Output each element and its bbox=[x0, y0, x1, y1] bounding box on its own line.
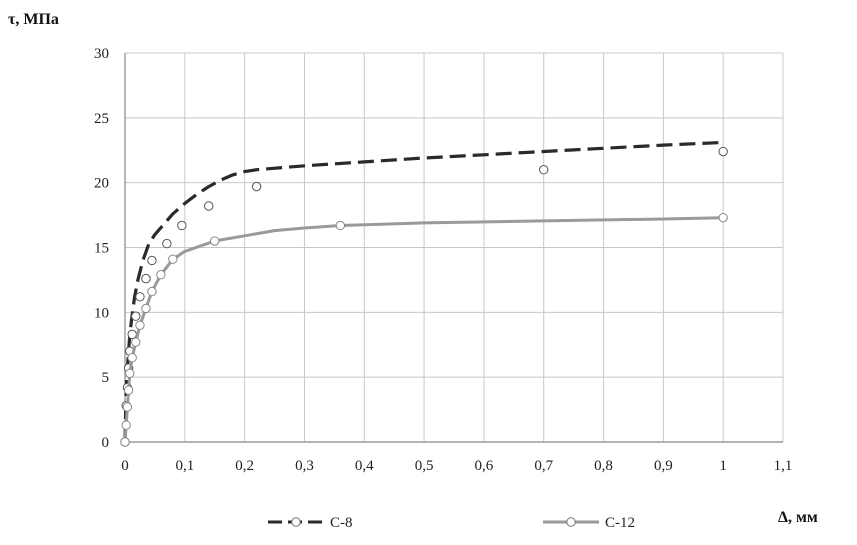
data-point bbox=[718, 146, 728, 157]
data-point bbox=[120, 437, 130, 447]
data-point bbox=[147, 255, 157, 266]
data-point bbox=[135, 292, 145, 302]
data-point bbox=[156, 270, 166, 280]
grid bbox=[124, 52, 784, 443]
data-point bbox=[141, 273, 151, 284]
data-point bbox=[123, 385, 134, 395]
x-axis-label: Δ, мм bbox=[778, 509, 818, 526]
legend: С-8 С-12 bbox=[268, 515, 635, 531]
data-point bbox=[168, 254, 178, 264]
x-tick-label: 0,4 bbox=[355, 458, 374, 474]
x-tick-label: 0,8 bbox=[594, 458, 613, 474]
series-line bbox=[123, 140, 724, 443]
data-point bbox=[251, 181, 262, 192]
x-tick-label: 0,3 bbox=[295, 458, 314, 474]
series-line bbox=[123, 216, 724, 443]
data-point bbox=[141, 303, 151, 314]
y-tick-label: 30 bbox=[94, 46, 109, 62]
data-point bbox=[210, 236, 220, 246]
series-group bbox=[120, 140, 728, 447]
data-point bbox=[147, 286, 157, 297]
x-tick-label: 1 bbox=[719, 458, 727, 474]
y-tick-label: 15 bbox=[94, 241, 109, 257]
y-tick-label: 25 bbox=[94, 111, 109, 127]
data-point bbox=[131, 337, 141, 347]
data-point bbox=[539, 165, 549, 175]
x-tick-label: 0,6 bbox=[475, 458, 494, 474]
legend-marker bbox=[291, 517, 301, 527]
y-tick-label: 10 bbox=[94, 305, 109, 321]
axes bbox=[124, 53, 783, 443]
x-tick-label: 0 bbox=[121, 458, 129, 474]
data-point bbox=[127, 329, 137, 340]
x-tick-label: 0,7 bbox=[534, 458, 553, 474]
data-point bbox=[131, 311, 141, 321]
x-tick-label: 0,1 bbox=[175, 458, 194, 474]
y-tick-label: 5 bbox=[102, 370, 110, 386]
x-tick-label: 0,2 bbox=[235, 458, 254, 474]
data-point bbox=[125, 368, 135, 378]
legend-label: С-8 bbox=[330, 515, 353, 531]
legend-marker bbox=[566, 517, 576, 527]
data-point bbox=[121, 420, 131, 430]
x-tick-label: 0,9 bbox=[654, 458, 673, 474]
y-tick-label: 0 bbox=[102, 435, 110, 451]
data-point bbox=[177, 220, 187, 231]
data-point bbox=[127, 353, 137, 363]
data-point bbox=[335, 220, 346, 231]
y-axis-label: τ, МПа bbox=[8, 11, 59, 28]
x-tick-label: 1,1 bbox=[774, 458, 793, 474]
data-point bbox=[162, 238, 172, 249]
data-point bbox=[122, 402, 133, 412]
y-tick-label: 20 bbox=[94, 176, 109, 192]
tick-labels: 0 0,1 0,2 0,3 0,4 0,5 0,6 0,7 0,8 0,9 1 1,1 0 5 10 15 20… bbox=[94, 46, 792, 474]
data-point bbox=[204, 201, 214, 211]
x-tick-label: 0,5 bbox=[415, 458, 434, 474]
legend-label: С-12 bbox=[605, 515, 635, 531]
data-point bbox=[135, 320, 145, 330]
data-point bbox=[718, 212, 728, 223]
